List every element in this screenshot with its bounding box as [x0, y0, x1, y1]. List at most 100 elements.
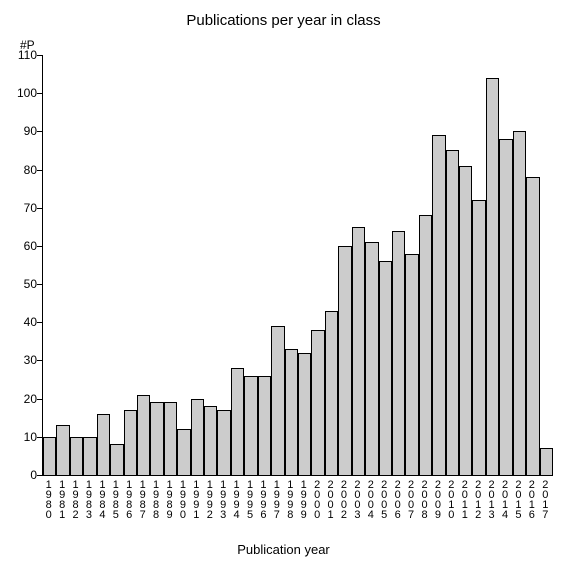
bar	[83, 437, 96, 475]
y-tick-mark	[37, 475, 42, 476]
y-tick-label: 40	[7, 315, 37, 329]
chart-title: Publications per year in class	[0, 12, 567, 29]
bar	[540, 448, 553, 475]
x-tick-label: 2003	[351, 479, 362, 519]
x-tick-label: 1987	[137, 479, 148, 519]
y-tick-label: 70	[7, 201, 37, 215]
bar	[56, 425, 69, 475]
x-tick-label: 2011	[459, 479, 470, 519]
y-tick-label: 30	[7, 353, 37, 367]
y-tick-label: 60	[7, 239, 37, 253]
bar	[191, 399, 204, 475]
x-tick-label: 1984	[96, 479, 107, 519]
x-tick-label: 1986	[123, 479, 134, 519]
bar	[43, 437, 56, 475]
bar	[150, 402, 163, 475]
x-tick-label: 1981	[56, 479, 67, 519]
y-tick-label: 0	[7, 468, 37, 482]
bar	[298, 353, 311, 475]
x-tick-label: 1980	[43, 479, 54, 519]
x-tick-label: 2008	[419, 479, 430, 519]
y-tick-mark	[37, 55, 42, 56]
x-tick-label: 1990	[177, 479, 188, 519]
x-tick-label: 1983	[83, 479, 94, 519]
y-tick-label: 80	[7, 163, 37, 177]
x-tick-label: 1995	[244, 479, 255, 519]
bar	[70, 437, 83, 475]
bar	[244, 376, 257, 475]
x-tick-label: 2005	[378, 479, 389, 519]
x-tick-label: 1992	[204, 479, 215, 519]
bar	[271, 326, 284, 475]
x-tick-label: 2007	[405, 479, 416, 519]
bar	[325, 311, 338, 475]
bar	[365, 242, 378, 475]
y-tick-label: 10	[7, 430, 37, 444]
x-tick-label: 2012	[472, 479, 483, 519]
y-tick-label: 110	[7, 48, 37, 62]
bar	[446, 150, 459, 475]
x-tick-label: 2006	[392, 479, 403, 519]
x-tick-label: 1985	[110, 479, 121, 519]
bar	[459, 166, 472, 475]
y-tick-mark	[37, 437, 42, 438]
y-tick-label: 100	[7, 86, 37, 100]
x-tick-label: 2001	[325, 479, 336, 519]
x-tick-label: 1997	[271, 479, 282, 519]
plot-area	[42, 55, 553, 476]
bar	[258, 376, 271, 475]
bar	[204, 406, 217, 475]
y-tick-label: 50	[7, 277, 37, 291]
x-tick-label: 2014	[499, 479, 510, 519]
bar	[338, 246, 351, 475]
bar	[392, 231, 405, 475]
bar	[379, 261, 392, 475]
chart-container: Publications per year in class #P Public…	[0, 0, 567, 567]
bar	[217, 410, 230, 475]
x-tick-label: 2015	[512, 479, 523, 519]
x-tick-label: 1998	[284, 479, 295, 519]
y-tick-mark	[37, 360, 42, 361]
x-axis-title: Publication year	[0, 542, 567, 557]
bar	[432, 135, 445, 475]
y-tick-mark	[37, 208, 42, 209]
bar	[177, 429, 190, 475]
x-tick-label: 2016	[526, 479, 537, 519]
y-tick-mark	[37, 131, 42, 132]
x-tick-label: 2004	[365, 479, 376, 519]
y-tick-mark	[37, 284, 42, 285]
x-tick-label: 2009	[432, 479, 443, 519]
bar	[164, 402, 177, 475]
x-tick-label: 2002	[338, 479, 349, 519]
bar	[124, 410, 137, 475]
x-tick-label: 2017	[539, 479, 550, 519]
x-tick-label: 1988	[150, 479, 161, 519]
bar	[472, 200, 485, 475]
bar	[513, 131, 526, 475]
y-tick-mark	[37, 93, 42, 94]
bar	[352, 227, 365, 475]
bar	[486, 78, 499, 475]
x-tick-label: 1999	[298, 479, 309, 519]
bar	[499, 139, 512, 475]
y-tick-mark	[37, 399, 42, 400]
bar	[419, 215, 432, 475]
bar	[285, 349, 298, 475]
y-tick-label: 20	[7, 392, 37, 406]
bar	[405, 254, 418, 475]
bar	[231, 368, 244, 475]
x-tick-label: 2000	[311, 479, 322, 519]
x-tick-label: 2010	[445, 479, 456, 519]
y-tick-mark	[37, 246, 42, 247]
x-tick-label: 1996	[257, 479, 268, 519]
x-tick-label: 1982	[70, 479, 81, 519]
x-tick-label: 1993	[217, 479, 228, 519]
y-tick-label: 90	[7, 124, 37, 138]
x-tick-label: 1994	[231, 479, 242, 519]
bar	[137, 395, 150, 475]
y-tick-mark	[37, 170, 42, 171]
bar	[97, 414, 110, 475]
bar	[526, 177, 539, 475]
y-tick-mark	[37, 322, 42, 323]
bar	[311, 330, 324, 475]
